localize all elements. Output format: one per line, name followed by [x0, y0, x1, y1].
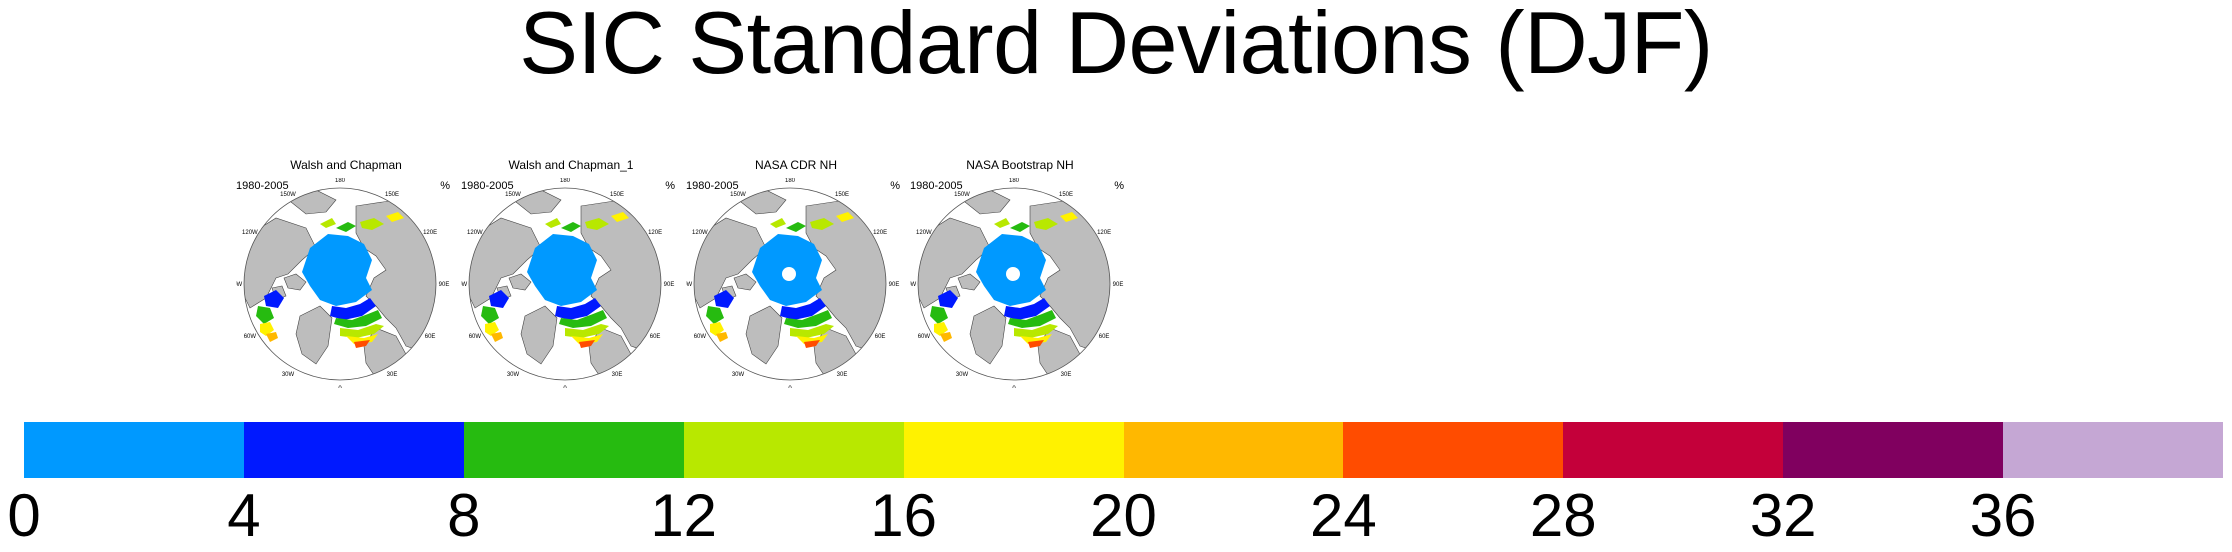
longitude-label: 120W: [916, 230, 932, 236]
panel-years: 1980-2005: [461, 180, 514, 192]
colorbar-swatch: [1563, 422, 1784, 478]
colorbar-swatch: [1343, 422, 1564, 478]
longitude-label: 90E: [664, 282, 675, 288]
longitude-label: 180: [335, 178, 346, 184]
colorbar-tick-label: 12: [650, 482, 718, 549]
longitude-label: 90E: [889, 282, 900, 288]
longitude-label: 150W: [505, 192, 521, 198]
polar-map: 180 150E 120E 90E 60E 30E 0 30W 60W 90W 120W 150W: [236, 178, 450, 388]
colorbar-tick-label: 20: [1090, 482, 1157, 549]
longitude-label: 0: [563, 386, 567, 388]
longitude-label: 120W: [242, 230, 258, 236]
longitude-label: 30W: [282, 372, 295, 378]
longitude-label: 90W: [461, 282, 468, 288]
longitude-label: 30W: [956, 372, 969, 378]
longitude-label: 90W: [236, 282, 243, 288]
longitude-label: 150W: [954, 192, 970, 198]
longitude-label: 120E: [648, 230, 662, 236]
panel-years: 1980-2005: [910, 180, 963, 192]
longitude-label: 30W: [732, 372, 745, 378]
panel-years: 1980-2005: [686, 180, 739, 192]
longitude-label: 60W: [918, 334, 931, 340]
colorbar-swatch: [243, 422, 464, 478]
colorbar-tick-label: 8: [447, 482, 481, 549]
colorbar-swatch: [683, 422, 904, 478]
map-panel: NASA Bootstrap NH 1980-2005% 180 150E 120E 90…: [910, 158, 1130, 388]
longitude-label: 180: [785, 178, 796, 184]
longitude-label: 30E: [1061, 372, 1072, 378]
longitude-label: 0: [1012, 386, 1016, 388]
colorbar-swatch: [1783, 422, 2004, 478]
map-panel: Walsh and Chapman_1 1980-2005% 180 150E 120E…: [461, 158, 681, 388]
longitude-label: 120E: [1097, 230, 1111, 236]
longitude-label: 0: [338, 386, 342, 388]
longitude-label: 120W: [692, 230, 708, 236]
colorbar-tick-label: 36: [1969, 482, 2037, 549]
panel-title: Walsh and Chapman: [290, 158, 402, 172]
longitude-label: 150E: [385, 192, 399, 198]
colorbar-swatch: [903, 422, 1124, 478]
longitude-label: 30E: [612, 372, 623, 378]
figure-title: SIC Standard Deviations (DJF): [519, 0, 1713, 92]
longitude-label: 90E: [1113, 282, 1124, 288]
longitude-label: 30W: [507, 372, 520, 378]
longitude-label: 90W: [686, 282, 693, 288]
polar-map: 180 150E 120E 90E 60E 30E 0 30W 60W 90W 120W 150W: [461, 178, 675, 388]
colorbar: [24, 422, 2224, 478]
longitude-label: 150W: [280, 192, 296, 198]
colorbar-tick-label: 32: [1749, 482, 1817, 549]
colorbar-swatch: [2003, 422, 2224, 478]
longitude-label: 0: [788, 386, 792, 388]
colorbar-swatch: [463, 422, 684, 478]
map-panel: NASA CDR NH 1980-2005% 180 150E 120E 90E 60E 30…: [686, 158, 906, 388]
longitude-label: 60E: [425, 334, 436, 340]
longitude-label: 60E: [650, 334, 661, 340]
colorbar-tick-label: 24: [1310, 482, 1377, 549]
longitude-label: 60W: [694, 334, 707, 340]
longitude-label: 180: [560, 178, 571, 184]
polar-map: 180 150E 120E 90E 60E 30E 0 30W 60W 90W 120W 150W: [686, 178, 900, 388]
longitude-label: 60E: [1099, 334, 1110, 340]
colorbar-swatch: [1123, 422, 1344, 478]
longitude-label: 120E: [423, 230, 437, 236]
colorbar-tick-label: 0: [7, 482, 41, 549]
longitude-label: 30E: [837, 372, 848, 378]
polar-map: 180 150E 120E 90E 60E 30E 0 30W 60W 90W 120W 150W: [910, 178, 1124, 388]
colorbar-swatch: [24, 422, 244, 478]
panel-title: Walsh and Chapman_1: [508, 158, 634, 172]
longitude-label: 150W: [730, 192, 746, 198]
longitude-label: 60E: [875, 334, 886, 340]
longitude-label: 60W: [469, 334, 482, 340]
longitude-label: 180: [1009, 178, 1020, 184]
panel-title: NASA CDR NH: [754, 158, 837, 172]
map-panel: Walsh and Chapman 1980-2005% 180 150E 120E 90…: [236, 158, 456, 388]
longitude-label: 90W: [910, 282, 917, 288]
longitude-label: 120E: [873, 230, 887, 236]
panel-unit: %: [440, 180, 450, 192]
longitude-label: 30E: [387, 372, 398, 378]
panel-title: NASA Bootstrap NH: [966, 158, 1074, 172]
colorbar-tick-label: 28: [1529, 482, 1597, 549]
longitude-label: 60W: [244, 334, 257, 340]
longitude-label: 150E: [610, 192, 624, 198]
longitude-label: 150E: [835, 192, 849, 198]
longitude-label: 150E: [1059, 192, 1073, 198]
longitude-label: 120W: [467, 230, 483, 236]
panel-unit: %: [890, 180, 900, 192]
panel-years: 1980-2005: [236, 180, 289, 192]
panel-unit: %: [665, 180, 675, 192]
colorbar-tick-label: 16: [870, 482, 937, 549]
panel-unit: %: [1114, 180, 1124, 192]
longitude-label: 90E: [439, 282, 450, 288]
colorbar-tick-label: 4: [227, 482, 261, 549]
